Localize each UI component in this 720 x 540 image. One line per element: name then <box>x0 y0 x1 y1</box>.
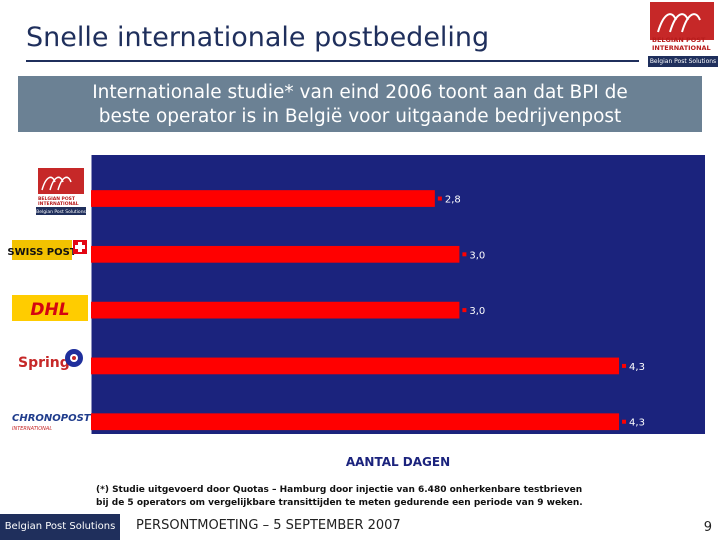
bar-3 <box>91 357 620 375</box>
logo-solutions-bar: Belgian Post Solutions <box>648 56 718 67</box>
x-tick-label-2: 1,0 <box>207 439 222 449</box>
logo-swiss-post: SWISS POST <box>7 235 88 265</box>
x-tick-label-0: 0,0 <box>84 439 99 449</box>
x-tick-label-8: 4,0 <box>575 439 590 449</box>
x-tick-label-6: 3,0 <box>452 439 467 449</box>
title-divider <box>26 60 639 62</box>
logo-dhl: DHL <box>12 295 88 321</box>
value-label-marker-1 <box>462 252 467 257</box>
logo-bpi-line1: BELGIAN POST <box>38 196 76 202</box>
logo-bpi: BELGIAN POST INTERNATIONAL Belgian Post … <box>34 166 88 216</box>
study-footnote: (*) Studie uitgevoerd door Quotas – Hamb… <box>96 484 676 510</box>
slide-title: Snelle internationale postbedeling <box>26 22 490 53</box>
logo-swiss-post-text: SWISS POST <box>7 247 76 258</box>
subtitle-band: Internationale studie* van eind 2006 too… <box>18 76 702 132</box>
bar-0 <box>91 190 435 207</box>
logo-brand-line2: INTERNATIONAL <box>652 43 711 52</box>
value-label-3: 4,3 <box>629 362 645 373</box>
logo-brand-text: BELGIAN POST INTERNATIONAL <box>652 36 711 52</box>
belgian-post-international-logo: BELGIAN POST INTERNATIONAL Belgian Post … <box>644 0 720 70</box>
footnote-line1: (*) Studie uitgevoerd door Quotas – Hamb… <box>96 485 583 495</box>
logo-bpi-sub: Belgian Post Solutions <box>36 209 86 215</box>
value-label-1: 3,0 <box>469 250 485 261</box>
logo-spring: Spring <box>18 349 83 371</box>
logo-chronopost-sub: INTERNATIONAL <box>12 426 52 432</box>
x-tick-label-1: 0,5 <box>145 439 159 449</box>
footer-logo: Belgian Post Solutions <box>0 514 120 540</box>
logo-chronopost: CHRONOPOST INTERNATIONAL <box>12 413 92 432</box>
value-label-marker-4 <box>622 419 627 424</box>
bar-2 <box>91 301 460 319</box>
x-tick-label-3: 1,5 <box>268 439 282 449</box>
footnote-line2: bij de 5 operators om vergelijkbare tran… <box>96 498 583 508</box>
x-tick-label-9: 4,5 <box>636 439 650 449</box>
x-tick-label-4: 2,0 <box>329 439 344 449</box>
logo-brand-line1: BELGIAN POST <box>652 36 706 44</box>
transit-time-bar-chart: 2,8 3,0 3,0 4,3 4,3 0,0 0,5 1,0 1,5 2,0 2,5 3,0 3,5… <box>7 155 713 469</box>
logo-spring-text: Spring <box>18 355 70 371</box>
value-label-marker-0 <box>437 196 442 201</box>
value-label-marker-2 <box>462 308 467 313</box>
bar-1 <box>91 245 460 263</box>
x-tick-label-7: 3,5 <box>514 439 528 449</box>
page-number: 9 <box>703 520 712 535</box>
x-axis-title: AANTAL DAGEN <box>346 455 450 469</box>
logo-dhl-text: DHL <box>30 300 69 320</box>
subtitle-line1: Internationale studie* van eind 2006 too… <box>92 82 628 103</box>
footer-event-text: PERSONTMOETING – 5 SEPTEMBER 2007 <box>136 518 401 533</box>
logo-chronopost-text: CHRONOPOST <box>12 413 92 424</box>
value-label-2: 3,0 <box>469 306 485 317</box>
bar-4 <box>91 413 620 431</box>
x-tick-label-5: 2,5 <box>391 439 405 449</box>
logo-bpi-line2: INTERNATIONAL <box>38 201 79 207</box>
footer <box>0 512 720 540</box>
value-label-marker-3 <box>622 363 627 368</box>
value-label-0: 2,8 <box>445 195 461 206</box>
x-tick-label-10: 5,0 <box>698 439 713 449</box>
value-label-4: 4,3 <box>629 418 645 429</box>
logo-mark-icon <box>650 2 714 40</box>
subtitle-line2: beste operator is in België voor uitgaan… <box>98 106 622 127</box>
